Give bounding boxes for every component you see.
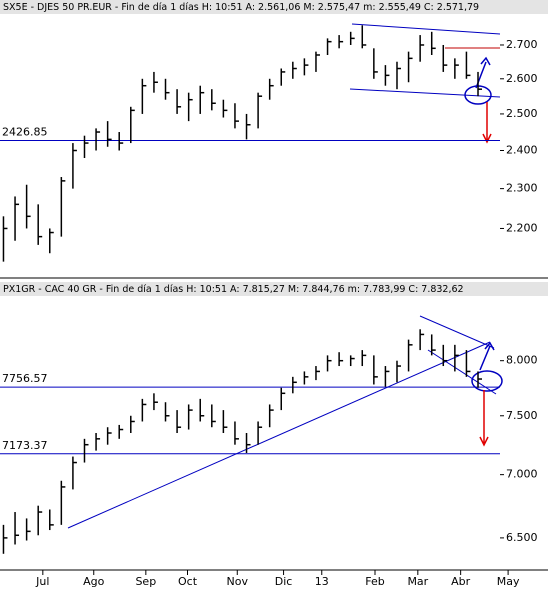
trend-line (67, 341, 491, 529)
x-tick-label: Dic (275, 575, 293, 588)
x-tick-label: Sep (135, 575, 156, 588)
header-bar (0, 0, 548, 14)
annotations-top (349, 23, 501, 144)
y-tick-label: 7.500 (506, 409, 538, 422)
y-tick-label: 2.600 (506, 72, 538, 85)
y-tick-label: 2.300 (506, 182, 538, 195)
chart-title: SX5E - DJES 50 PR.EUR - Fin de día 1 día… (3, 2, 479, 13)
x-tick-label: Jul (35, 575, 49, 588)
x-tick-label: Nov (227, 575, 249, 588)
y-tick-label: 7.000 (506, 468, 538, 481)
y-tick-label: 2.400 (506, 144, 538, 157)
arrow-up (479, 341, 495, 371)
y-tick-label: 2.200 (506, 221, 538, 234)
annotations-bottom (67, 315, 503, 529)
x-tick-label: Feb (365, 575, 384, 588)
x-tick-label: May (497, 575, 520, 588)
x-tick-label: Ago (83, 575, 105, 588)
trend-line (419, 315, 495, 349)
y-tick-label: 2.700 (506, 38, 538, 51)
x-tick-label: Oct (178, 575, 198, 588)
x-tick-label: Mar (407, 575, 428, 588)
chart-title: PX1GR - CAC 40 GR - Fin de día 1 días H:… (3, 284, 464, 295)
reference-label: 7173.37 (2, 439, 48, 452)
y-tick-label: 8.000 (506, 354, 538, 367)
arrow-down (482, 102, 492, 144)
highlight-circle (471, 370, 503, 392)
arrow-down (479, 390, 489, 447)
trend-line (349, 88, 501, 98)
reference-label: 2426.85 (2, 126, 48, 139)
x-tick-label: Abr (451, 575, 471, 588)
header-bar (0, 282, 548, 296)
reference-label: 7756.57 (2, 372, 48, 385)
trend-line (351, 23, 501, 35)
x-tick-label: 13 (315, 575, 329, 588)
y-tick-label: 6.500 (506, 531, 538, 544)
y-tick-label: 2.500 (506, 107, 538, 120)
